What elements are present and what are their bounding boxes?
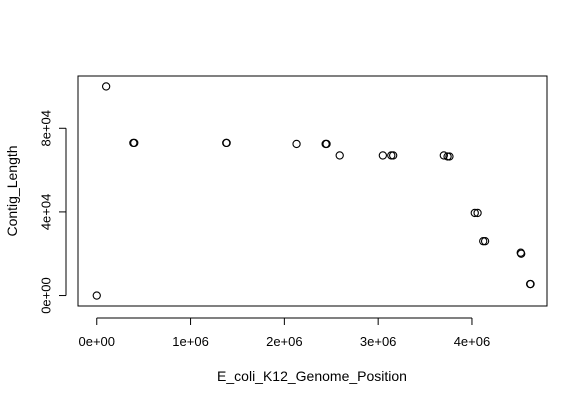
y-tick-label: 8e+04	[39, 110, 54, 147]
data-point	[92, 291, 101, 300]
x-axis: 0e+00 1e+06 2e+06 3e+06 4e+06	[79, 317, 491, 349]
x-tick-label: 1e+06	[172, 334, 209, 349]
data-point	[480, 237, 490, 246]
x-axis-title: E_coli_K12_Genome_Position	[217, 368, 407, 384]
data-point	[378, 151, 387, 160]
data-point	[445, 152, 454, 161]
data-point	[517, 249, 526, 258]
y-axis: 0e+00 4e+04 8e+04	[39, 110, 67, 314]
x-tick-label: 2e+06	[266, 334, 303, 349]
y-tick-label: 4e+04	[39, 194, 54, 231]
data-point	[473, 208, 482, 218]
data-point	[470, 208, 479, 218]
data-point	[130, 138, 139, 148]
data-points	[92, 82, 535, 300]
x-tick-label: 3e+06	[360, 334, 397, 349]
data-point	[439, 151, 448, 160]
y-tick-label: 0e+00	[39, 277, 54, 314]
data-point	[292, 139, 301, 149]
data-point	[322, 139, 331, 149]
y-axis-title: Contig_Length	[4, 145, 20, 236]
x-tick-label: 0e+00	[79, 334, 116, 349]
x-tick-label: 4e+06	[454, 334, 491, 349]
data-point	[335, 151, 344, 160]
data-point	[222, 138, 231, 148]
plot-frame	[77, 75, 548, 307]
data-point	[101, 82, 111, 91]
data-point	[389, 151, 398, 160]
data-point	[526, 279, 535, 289]
